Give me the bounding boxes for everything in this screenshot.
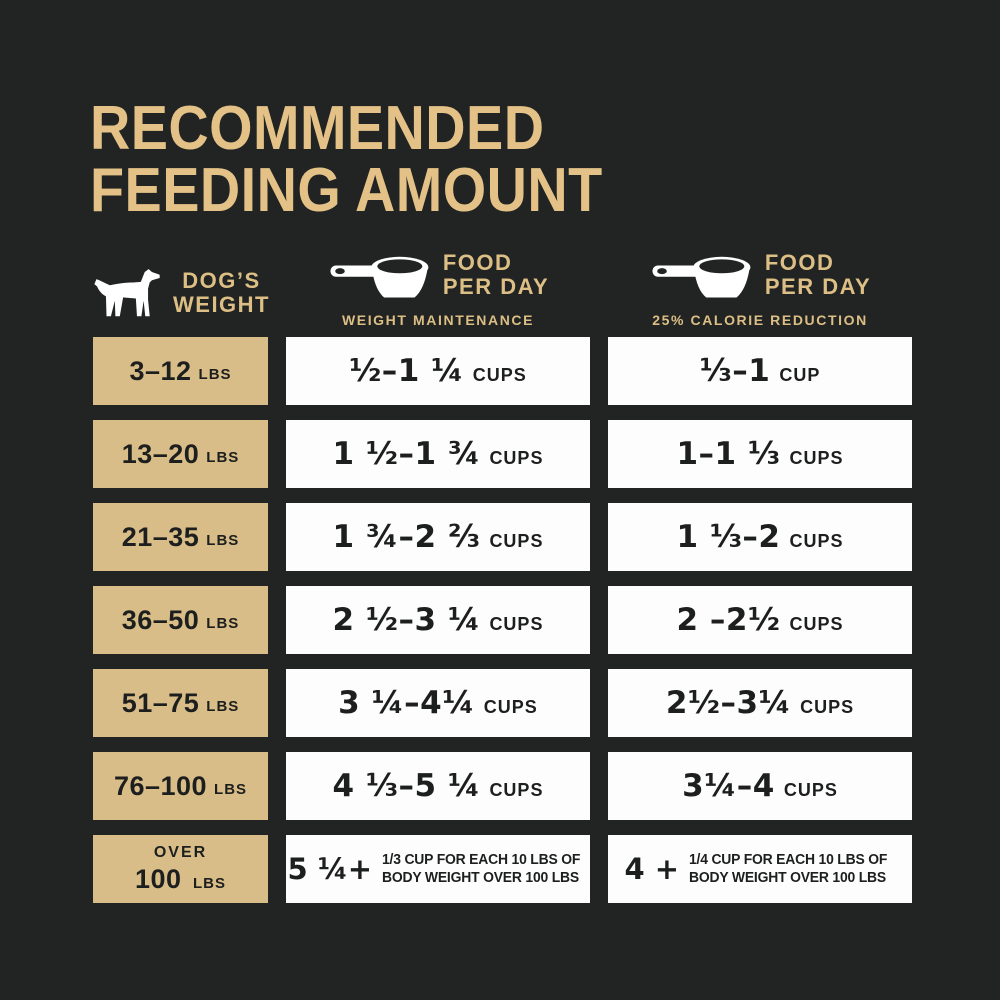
maintenance-unit: CUPS (489, 530, 544, 551)
maintenance-header-top: FOOD PER DAY (327, 246, 549, 304)
maintenance-unit: CUPS (489, 613, 544, 634)
weight-range: 76–100 (113, 770, 208, 801)
weight-cell: 36–50 LBS (93, 586, 268, 654)
reduction-column-header: FOOD PER DAY 25% CALORIE REDUCTION (608, 246, 912, 329)
maintenance-note: 1/3 CUP FOR EACH 10 LBS OF BODY WEIGHT O… (382, 851, 588, 887)
reduction-amount: 2½–3¼ (665, 685, 792, 721)
maintenance-amount: 4 ⅓–5 ¼ (332, 768, 481, 804)
maintenance-cell: 1 ½–1 ¾ CUPS (286, 420, 590, 488)
reduction-amount: 1 ⅓–2 (676, 519, 781, 555)
maintenance-subtitle: WEIGHT MAINTENANCE (341, 312, 535, 328)
reduction-unit: CUP (779, 364, 821, 385)
weight-range: 51–75 (121, 687, 200, 718)
weight-range: 3–12 (129, 355, 192, 386)
weight-cell-over-100: OVER 100 LBS (93, 835, 268, 903)
measuring-cup-icon (652, 256, 751, 298)
reduction-amount: 1–1 ⅓ (676, 436, 781, 472)
reduction-amount: 4 + (624, 852, 680, 886)
maintenance-cell: 2 ½–3 ¼ CUPS (286, 586, 590, 654)
dog-icon (94, 269, 160, 317)
weight-over-value: 100 LBS (135, 866, 226, 893)
weight-cell: 3–12 LBS (93, 337, 268, 405)
maintenance-cell-over-100: 5 ¼+ 1/3 CUP FOR EACH 10 LBS OF BODY WEI… (286, 835, 590, 903)
reduction-unit: CUPS (783, 779, 838, 800)
weight-over-label: OVER (153, 844, 208, 861)
weight-unit: LBS (206, 615, 240, 632)
reduction-cell: 2 –2½ CUPS (608, 586, 912, 654)
page-title-line2: FEEDING AMOUNT (90, 156, 603, 225)
maintenance-unit: CUPS (472, 364, 527, 385)
reduction-label-line2: PER DAY (764, 274, 872, 299)
reduction-subtitle: 25% CALORIE REDUCTION (652, 312, 868, 328)
maintenance-unit: CUPS (489, 779, 544, 800)
maintenance-amount: 1 ¾–2 ⅔ (332, 519, 481, 555)
reduction-label-line1: FOOD (764, 250, 835, 275)
page-title-line1: RECOMMENDED (90, 94, 545, 163)
weight-range: 36–50 (121, 604, 200, 635)
weight-cell: 13–20 LBS (93, 420, 268, 488)
weight-cell: 21–35 LBS (93, 503, 268, 571)
reduction-cell: 1 ⅓–2 CUPS (608, 503, 912, 571)
reduction-unit: CUPS (789, 613, 844, 634)
reduction-amount: 2 –2½ (676, 602, 781, 638)
reduction-cell-over-100: 4 + 1/4 CUP FOR EACH 10 LBS OF BODY WEIG… (608, 835, 912, 903)
reduction-amount: 3¼–4 (682, 768, 775, 804)
maintenance-amount: ½–1 ¼ (349, 353, 464, 389)
reduction-header-top: FOOD PER DAY (649, 246, 871, 304)
weight-range: 21–35 (121, 521, 200, 552)
reduction-note-line1: 1/4 CUP FOR EACH 10 LBS OF (689, 852, 888, 868)
reduction-unit: CUPS (800, 696, 855, 717)
reduction-note-line2: BODY WEIGHT OVER 100 LBS (689, 870, 887, 886)
weight-cell: 51–75 LBS (93, 669, 268, 737)
weight-unit: LBS (193, 875, 226, 892)
table-header: DOG’S WEIGHT FOOD PER DAY WEIGHT MAINTEN… (93, 246, 912, 328)
page-title: RECOMMENDED FEEDING AMOUNT (90, 98, 603, 222)
reduction-column-label: FOOD PER DAY (765, 251, 871, 299)
weight-range: 13–20 (121, 438, 200, 469)
maintenance-label-line1: FOOD (442, 250, 513, 275)
feeding-table: 3–12 LBS ½–1 ¼ CUPS ⅓–1 CUP 13–20 LBS 1 … (93, 337, 912, 903)
maintenance-note-line1: 1/3 CUP FOR EACH 10 LBS OF (382, 852, 581, 868)
weight-unit: LBS (214, 781, 248, 798)
weight-unit: LBS (198, 366, 232, 383)
maintenance-amount: 5 ¼+ (287, 852, 373, 886)
measuring-cup-icon (330, 256, 429, 298)
maintenance-column-header: FOOD PER DAY WEIGHT MAINTENANCE (286, 246, 590, 328)
maintenance-amount: 1 ½–1 ¾ (332, 436, 481, 472)
maintenance-amount: 3 ¼–4¼ (338, 685, 475, 721)
maintenance-cell: 3 ¼–4¼ CUPS (286, 669, 590, 737)
weight-label-line2: WEIGHT (173, 292, 270, 317)
maintenance-column-label: FOOD PER DAY (443, 251, 549, 299)
weight-label-line1: DOG’S (182, 268, 261, 293)
weight-column-label: DOG’S WEIGHT (173, 269, 270, 317)
reduction-amount: ⅓–1 (699, 353, 771, 389)
weight-column-header: DOG’S WEIGHT (93, 246, 270, 328)
maintenance-cell: 4 ⅓–5 ¼ CUPS (286, 752, 590, 820)
reduction-cell: 3¼–4 CUPS (608, 752, 912, 820)
reduction-cell: ⅓–1 CUP (608, 337, 912, 405)
reduction-cell: 1–1 ⅓ CUPS (608, 420, 912, 488)
maintenance-unit: CUPS (489, 447, 544, 468)
maintenance-amount: 2 ½–3 ¼ (332, 602, 481, 638)
reduction-unit: CUPS (789, 530, 844, 551)
weight-unit: LBS (206, 698, 240, 715)
maintenance-cell: 1 ¾–2 ⅔ CUPS (286, 503, 590, 571)
reduction-note: 1/4 CUP FOR EACH 10 LBS OF BODY WEIGHT O… (689, 851, 895, 887)
weight-unit: LBS (206, 449, 240, 466)
maintenance-unit: CUPS (483, 696, 538, 717)
reduction-unit: CUPS (789, 447, 844, 468)
maintenance-cell: ½–1 ¼ CUPS (286, 337, 590, 405)
weight-cell: 76–100 LBS (93, 752, 268, 820)
weight-unit: LBS (206, 532, 240, 549)
weight-range: 100 (134, 864, 182, 894)
reduction-cell: 2½–3¼ CUPS (608, 669, 912, 737)
maintenance-note-line2: BODY WEIGHT OVER 100 LBS (382, 870, 580, 886)
maintenance-label-line2: PER DAY (442, 274, 550, 299)
